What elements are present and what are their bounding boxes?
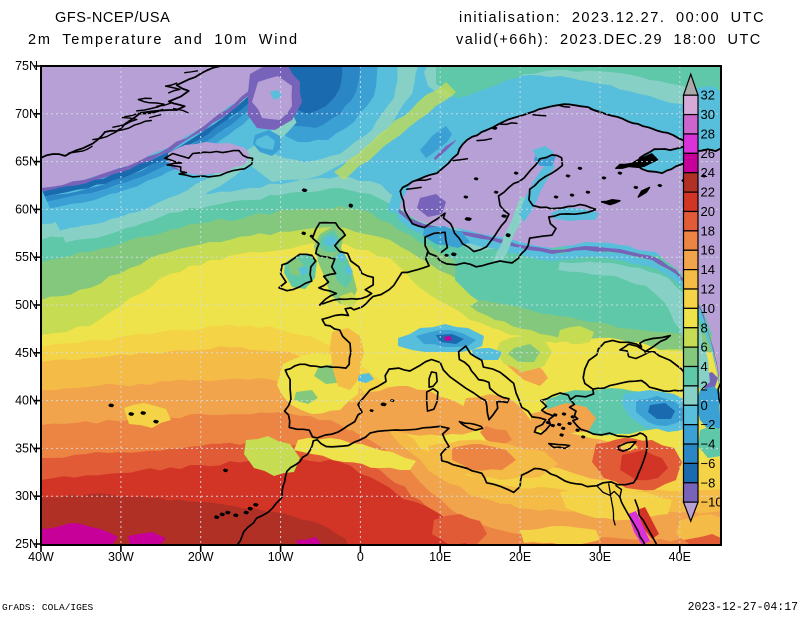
svg-text:6: 6 xyxy=(701,340,708,355)
svg-text:18: 18 xyxy=(701,223,715,238)
svg-text:10W: 10W xyxy=(268,550,294,564)
svg-text:24: 24 xyxy=(701,165,715,180)
svg-text:40W: 40W xyxy=(28,550,54,564)
svg-text:32: 32 xyxy=(701,88,715,103)
svg-text:12: 12 xyxy=(701,282,715,297)
svg-text:valid(+66h): 2023.DEC.29 18:00: valid(+66h): 2023.DEC.29 18:00 UTC xyxy=(456,32,762,48)
svg-text:30E: 30E xyxy=(589,550,611,564)
svg-text:−4: −4 xyxy=(701,437,716,452)
svg-text:0: 0 xyxy=(357,550,364,564)
svg-text:20W: 20W xyxy=(188,550,214,564)
svg-text:GFS-NCEP/USA: GFS-NCEP/USA xyxy=(55,10,170,26)
svg-text:60N: 60N xyxy=(15,202,38,216)
svg-text:40E: 40E xyxy=(669,550,691,564)
svg-text:50N: 50N xyxy=(15,298,38,312)
svg-text:−8: −8 xyxy=(701,475,716,490)
svg-text:−10: −10 xyxy=(701,495,723,510)
svg-text:initialisation: 2023.12.27. 00: initialisation: 2023.12.27. 00:00 UTC xyxy=(459,10,765,26)
svg-text:75N: 75N xyxy=(15,59,38,73)
svg-text:65N: 65N xyxy=(15,155,38,169)
svg-text:10: 10 xyxy=(701,301,715,316)
svg-text:GrADS: COLA/IGES: GrADS: COLA/IGES xyxy=(2,602,94,613)
svg-text:40N: 40N xyxy=(15,394,38,408)
svg-text:8: 8 xyxy=(701,320,708,335)
svg-text:20E: 20E xyxy=(509,550,531,564)
svg-text:26: 26 xyxy=(701,146,715,161)
svg-text:4: 4 xyxy=(701,359,708,374)
svg-text:30: 30 xyxy=(701,107,715,122)
svg-text:−2: −2 xyxy=(701,417,716,432)
svg-text:28: 28 xyxy=(701,126,715,141)
svg-text:2023-12-27-04:17: 2023-12-27-04:17 xyxy=(688,601,798,614)
svg-text:20: 20 xyxy=(701,204,715,219)
svg-text:−6: −6 xyxy=(701,456,716,471)
svg-text:14: 14 xyxy=(701,262,715,277)
svg-text:2m Temperature and 10m Wind: 2m Temperature and 10m Wind xyxy=(28,32,299,48)
svg-text:30W: 30W xyxy=(108,550,134,564)
svg-text:70N: 70N xyxy=(15,107,38,121)
svg-text:25N: 25N xyxy=(15,537,38,551)
svg-text:35N: 35N xyxy=(15,441,38,455)
svg-text:55N: 55N xyxy=(15,250,38,264)
svg-text:10E: 10E xyxy=(429,550,451,564)
svg-text:0: 0 xyxy=(701,398,708,413)
svg-text:30N: 30N xyxy=(15,489,38,503)
svg-text:2: 2 xyxy=(701,378,708,393)
svg-text:45N: 45N xyxy=(15,346,38,360)
svg-text:16: 16 xyxy=(701,243,715,258)
svg-text:22: 22 xyxy=(701,185,715,200)
